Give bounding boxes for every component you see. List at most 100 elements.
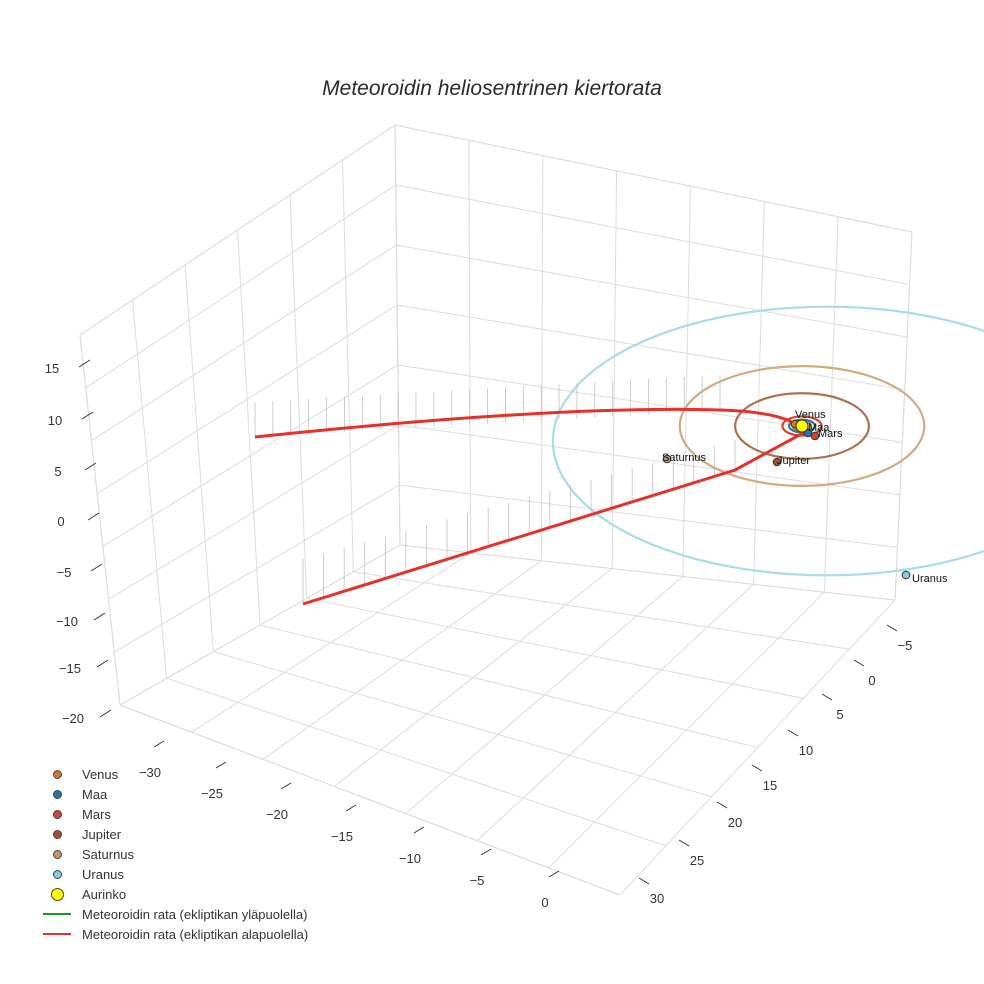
sun-marker: [795, 419, 809, 433]
svg-text:15: 15: [45, 361, 59, 376]
legend-item-aurinko[interactable]: Aurinko: [40, 884, 308, 904]
z-tick: 10: [48, 411, 94, 428]
svg-text:0: 0: [541, 895, 548, 910]
legend-label: Uranus: [82, 866, 124, 882]
x-tick: −15: [331, 804, 357, 844]
planet-maa: Maa: [803, 422, 830, 438]
svg-text:−10: −10: [399, 851, 421, 866]
axis-ticks: −30 −25 −20 −15 −10 −5 0 −5 0 5 10 15 20 25 30 15 10 5 0 −5…: [45, 359, 913, 910]
y-tick: 5: [821, 693, 844, 722]
svg-text:−10: −10: [56, 614, 78, 629]
z-tick: −5: [57, 563, 103, 580]
planet-mars: Mars: [810, 428, 843, 441]
legend-swatch: [40, 784, 74, 804]
svg-text:−5: −5: [57, 565, 72, 580]
svg-text:20: 20: [728, 815, 742, 830]
planet-marker: [772, 457, 782, 467]
legend-label: Meteoroidin rata (ekliptikan alapuolella…: [82, 926, 309, 942]
y-tick: 0: [853, 659, 876, 688]
legend-label: Aurinko: [82, 886, 127, 902]
planet-uranus: Uranus: [901, 570, 948, 585]
legend-swatch: [40, 924, 74, 944]
legend-item-trajectory-below[interactable]: Meteoroidin rata (ekliptikan alapuolella…: [40, 924, 308, 944]
planet-orbits: [551, 305, 984, 577]
planet-saturnus: Saturnus: [662, 452, 707, 464]
planet-label: Saturnus: [662, 452, 707, 464]
legend-swatch: [40, 904, 74, 924]
legend-item-mars[interactable]: Mars: [40, 804, 308, 824]
svg-text:5: 5: [836, 707, 843, 722]
legend-swatch: [40, 864, 74, 884]
svg-text:−5: −5: [898, 638, 913, 653]
orbit-mars: [781, 415, 823, 437]
z-tick: 15: [45, 359, 91, 376]
meteoroid-trajectory-below: [254, 407, 808, 606]
svg-text:−25: −25: [201, 786, 223, 801]
x-tick: −20: [266, 782, 292, 822]
orbit-uranus: [551, 305, 984, 577]
planet-label: Venus: [795, 409, 826, 421]
x-tick: −25: [201, 761, 227, 801]
legend-item-trajectory-above[interactable]: Meteoroidin rata (ekliptikan yläpuolella…: [40, 904, 308, 924]
z-tick: −20: [62, 709, 112, 726]
svg-text:0: 0: [57, 514, 64, 529]
legend-item-maa[interactable]: Maa: [40, 784, 308, 804]
y-tick: 10: [787, 729, 813, 758]
y-tick: 15: [751, 764, 777, 793]
legend-item-jupiter[interactable]: Jupiter: [40, 824, 308, 844]
legend-item-venus[interactable]: Venus: [40, 764, 308, 784]
legend-label: Jupiter: [82, 826, 122, 842]
planet-label: Jupiter: [777, 455, 810, 467]
legend-swatch: [40, 844, 74, 864]
y-tick: 30: [638, 877, 664, 906]
x-tick: −10: [399, 826, 425, 866]
svg-text:−15: −15: [331, 829, 353, 844]
planet-label: Uranus: [912, 573, 948, 585]
y-tick: 20: [716, 801, 742, 830]
y-tick: 25: [678, 839, 704, 868]
svg-text:−15: −15: [59, 661, 81, 676]
planet-marker: [803, 428, 813, 438]
legend-label: Venus: [82, 766, 119, 782]
svg-text:15: 15: [763, 778, 777, 793]
svg-text:10: 10: [48, 413, 62, 428]
svg-text:10: 10: [799, 743, 813, 758]
orbit-jupiter: [734, 392, 870, 460]
legend-swatch: [40, 804, 74, 824]
legend-item-saturnus[interactable]: Saturnus: [40, 844, 308, 864]
planet-marker: [662, 454, 672, 464]
legend-label: Maa: [82, 786, 108, 802]
svg-text:−5: −5: [470, 873, 485, 888]
svg-text:−30: −30: [139, 765, 161, 780]
legend-label: Meteoroidin rata (ekliptikan yläpuolella…: [82, 906, 308, 922]
z-tick: 5: [54, 462, 97, 479]
svg-text:−20: −20: [62, 711, 84, 726]
legend-item-uranus[interactable]: Uranus: [40, 864, 308, 884]
planet-marker: [901, 570, 911, 580]
x-tick: −5: [470, 848, 492, 888]
svg-text:0: 0: [868, 673, 875, 688]
legend-swatch: [40, 764, 74, 784]
z-tick: −10: [56, 612, 106, 629]
planet-marker: [810, 431, 820, 441]
legend: Venus Maa Mars Jupiter Saturnus Uranus Aurinko…: [40, 764, 308, 944]
z-tick: 0: [57, 512, 100, 529]
svg-text:5: 5: [54, 464, 61, 479]
grid-lines: [79, 124, 913, 896]
legend-swatch: [40, 884, 74, 904]
z-tick: −15: [59, 659, 109, 676]
planet-label: Maa: [808, 422, 830, 434]
legend-label: Mars: [82, 806, 111, 822]
planet-jupiter: Jupiter: [772, 455, 810, 467]
svg-text:−20: −20: [266, 807, 288, 822]
orbit-saturnus: [678, 365, 926, 487]
y-tick: −5: [886, 624, 913, 653]
x-tick: 0: [541, 870, 560, 910]
x-tick: −30: [139, 740, 165, 780]
svg-text:30: 30: [650, 891, 664, 906]
chart-title: Meteoroidin heliosentrinen kiertorata: [322, 77, 662, 100]
legend-swatch: [40, 824, 74, 844]
svg-text:25: 25: [690, 853, 704, 868]
